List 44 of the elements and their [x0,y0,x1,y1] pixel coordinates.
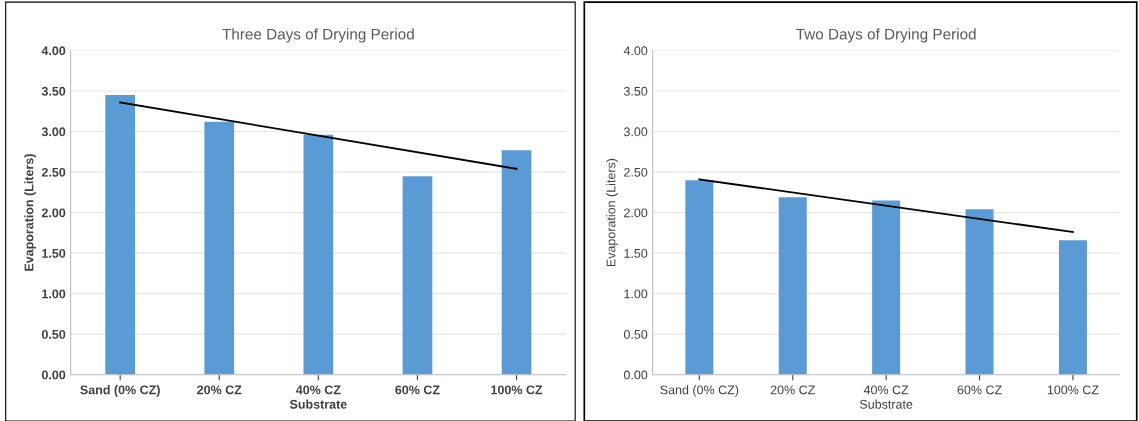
y-tick-label: 3.50 [41,86,66,96]
x-tick-label: 100% CZ [1047,385,1099,395]
bar [778,197,807,375]
y-tick-label: 1.00 [42,289,66,299]
x-tick-label: 60% CZ [957,385,1002,395]
x-tick-label: 20% CZ [770,385,815,395]
x-tick-label: Sand (0% CZ) [660,385,739,397]
y-tick-label: 2.00 [624,208,648,218]
bar [685,180,714,375]
y-tick-label: 4.00 [623,46,648,56]
chart-title: Three Days of Drying Period [222,28,414,43]
bar [105,95,136,375]
y-tick-label: 4.00 [41,46,66,56]
bar [872,200,901,375]
y-tick-label: 2.50 [624,167,648,177]
y-tick-label: 3.50 [623,86,648,96]
y-tick-label: 3.00 [623,127,648,137]
y-tick-label: 1.50 [42,248,66,258]
bar [965,209,994,375]
x-tick-label: 40% CZ [863,385,909,395]
y-tick-label: 0.50 [623,329,648,339]
x-axis-title: Substrate [289,399,347,409]
y-tick-label: 2.00 [41,208,66,218]
x-tick-label: 40% CZ [295,385,341,395]
y-tick-label: 2.50 [41,167,66,177]
y-tick-label: 1.00 [624,289,648,299]
chart-title: Two Days of Drying Period [796,28,976,43]
x-tick-label: Sand (0% CZ) [80,385,160,397]
bar [402,176,433,375]
bar [501,150,532,375]
y-tick-label: 3.00 [41,127,66,137]
y-tick-label: 0.00 [41,370,66,380]
bar [303,134,334,375]
x-tick-label: 20% CZ [197,385,242,395]
y-tick-label: 0.50 [41,329,66,339]
y-axis-title: Evaporation (Liters) [24,154,36,271]
x-axis-title: Substrate [859,399,913,409]
y-tick-label: 1.50 [624,248,648,258]
bar [204,121,235,375]
x-tick-label: 100% CZ [491,385,543,395]
y-tick-label: 0.00 [623,370,648,380]
y-axis-title: Evaporation (Liters) [606,158,618,267]
bar [1058,240,1087,375]
x-tick-label: 60% CZ [395,385,440,395]
